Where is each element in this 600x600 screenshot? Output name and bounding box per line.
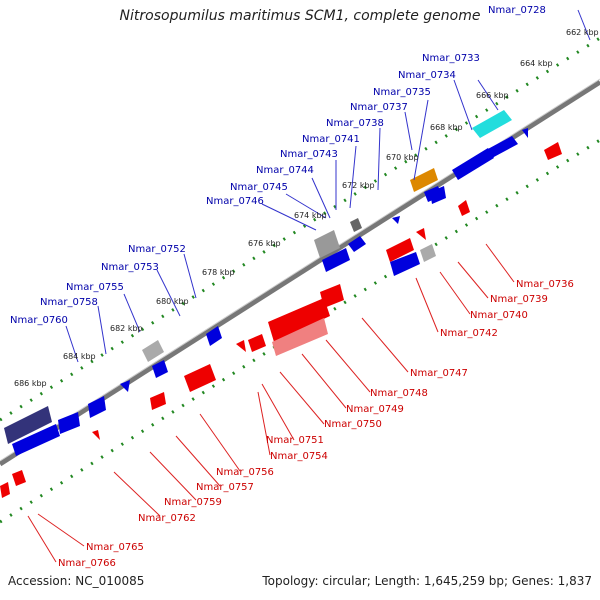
- gene-label: Nmar_0755: [66, 282, 124, 293]
- gene-nmar-0737: [410, 168, 438, 192]
- gene-label: Nmar_0750: [324, 419, 382, 430]
- tick-label: 676 kbp: [248, 239, 281, 248]
- gene-nmar-0736: [544, 142, 562, 160]
- gene-nmar-0756: [150, 392, 166, 410]
- accession-text: Accession: NC_010085: [8, 574, 145, 588]
- gene-label: Nmar_0758: [40, 297, 98, 308]
- gene-nmar-0742: [386, 238, 414, 262]
- gene-nmar-0762: [0, 482, 10, 498]
- gene-label: Nmar_0728: [488, 5, 546, 16]
- gene-nmar-0743: [350, 218, 362, 232]
- gene-label: Nmar_0743: [280, 149, 338, 160]
- gene-nmar-0735: [452, 148, 494, 180]
- gene-label: Nmar_0741: [302, 134, 360, 145]
- gene-nmar-0746: [314, 230, 340, 258]
- tick-label: 686 kbp: [14, 379, 47, 388]
- tick-label: 682 kbp: [110, 324, 143, 333]
- gene-label: Nmar_0749: [346, 404, 404, 415]
- forward-gene-labels: Nmar_0728 Nmar_0733 Nmar_0734 Nmar_0735 …: [10, 5, 546, 326]
- tick-label: 678 kbp: [202, 268, 235, 277]
- gene-label: Nmar_0747: [410, 368, 468, 379]
- gene-nmar-0754: [184, 364, 216, 392]
- gene-label: Nmar_0752: [128, 244, 186, 255]
- gene-nmar-0745: [348, 236, 366, 252]
- gene-nmar-0733: [472, 110, 512, 138]
- gene-label: Nmar_0748: [370, 388, 428, 399]
- gene-nmar-0760b: [88, 396, 106, 418]
- tick-label: 664 kbp: [520, 59, 553, 68]
- gene-nmar-0739: [458, 200, 470, 216]
- gene-label: Nmar_0756: [216, 467, 274, 478]
- gene-label: Nmar_0757: [196, 482, 254, 493]
- gene-nmar-0752: [322, 248, 350, 272]
- tick-label: 666 kbp: [476, 91, 509, 100]
- gene-nmar-0740: [416, 228, 426, 240]
- forward-callouts: [65, 9, 591, 363]
- tick-label: 680 kbp: [156, 297, 189, 306]
- gene-label: Nmar_0765: [86, 542, 144, 553]
- gene-nmar-0744: [392, 216, 400, 224]
- gene-nmar-0748: [272, 318, 328, 356]
- gene-label: Nmar_0754: [270, 451, 328, 462]
- gene-label: Nmar_0746: [206, 196, 264, 207]
- gene-nmar-0755: [142, 340, 164, 362]
- gene-label: Nmar_0735: [373, 87, 431, 98]
- gene-label: Nmar_0744: [256, 165, 314, 176]
- tick-label: 674 kbp: [294, 211, 327, 220]
- tick-label: 672 kbp: [342, 181, 375, 190]
- tick-labels: 662 kbp 664 kbp 666 kbp 668 kbp 670 kbp …: [14, 28, 599, 388]
- gene-nmar-0753: [206, 326, 222, 346]
- gene-nmar-0742b: [390, 252, 420, 276]
- gene-nmar-0758: [152, 360, 168, 378]
- gene-nmar-0728b: [522, 128, 528, 138]
- gene-nmar-0750: [248, 334, 266, 352]
- gene-nmar-0747: [268, 298, 330, 342]
- gene-label: Nmar_0760: [10, 315, 68, 326]
- reverse-gene-labels: Nmar_0736 Nmar_0739 Nmar_0740 Nmar_0742 …: [58, 279, 574, 569]
- gene-label: Nmar_0734: [398, 70, 456, 81]
- gene-label: Nmar_0739: [490, 294, 548, 305]
- gene-nmar-0734: [486, 136, 518, 158]
- gene-nmar-0759: [12, 470, 26, 486]
- reverse-genes: [0, 142, 562, 498]
- gene-nmar-0749: [320, 284, 344, 308]
- gene-label: Nmar_0733: [422, 53, 480, 64]
- gene-label: Nmar_0762: [138, 513, 196, 524]
- gene-label: Nmar_0736: [516, 279, 574, 290]
- tick-label: 662 kbp: [566, 28, 599, 37]
- gene-nmar-0742c: [420, 244, 436, 262]
- gene-label: Nmar_0759: [164, 497, 222, 508]
- gene-label: Nmar_0751: [266, 435, 324, 446]
- gene-label: Nmar_0737: [350, 102, 408, 113]
- gene-nmar-0760c: [58, 412, 80, 434]
- genome-summary-text: Topology: circular; Length: 1,645,259 bp…: [262, 574, 592, 588]
- tick-label: 684 kbp: [63, 352, 96, 361]
- outer-dotted-guide: [0, 36, 600, 422]
- gene-nmar-0741: [430, 186, 446, 204]
- gene-nmar-0760e: [12, 424, 60, 456]
- gene-nmar-0760d: [4, 406, 52, 444]
- gene-label: Nmar_0742: [440, 328, 498, 339]
- gene-nmar-0757: [92, 430, 100, 440]
- gene-label: Nmar_0740: [470, 310, 528, 321]
- tick-label: 668 kbp: [430, 123, 463, 132]
- gene-label: Nmar_0738: [326, 118, 384, 129]
- forward-genes: [4, 110, 528, 456]
- gene-label: Nmar_0745: [230, 182, 288, 193]
- gene-nmar-0751: [236, 340, 246, 352]
- reverse-callouts: [27, 243, 515, 563]
- tick-label: 670 kbp: [386, 153, 419, 162]
- map-title: Nitrosopumilus maritimus SCM1, complete …: [119, 8, 481, 24]
- gene-label: Nmar_0766: [58, 558, 116, 569]
- gene-label: Nmar_0753: [101, 262, 159, 273]
- gene-nmar-0760: [120, 380, 130, 392]
